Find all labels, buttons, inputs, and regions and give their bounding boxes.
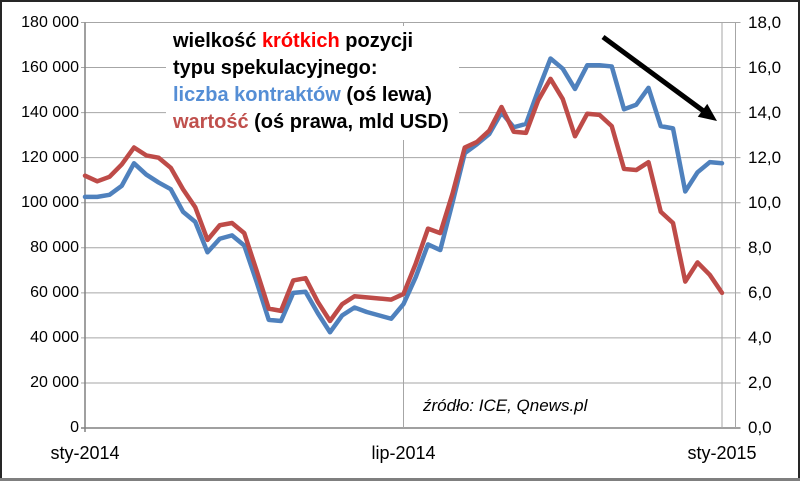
- legend-value-label: wartość: [173, 111, 249, 133]
- annotation-line-3: liczba kontraktów (oś lewa): [173, 82, 449, 109]
- series-line-value: [82, 76, 725, 324]
- series-line-contracts: [82, 56, 725, 335]
- annotation-text: pozycji: [339, 30, 414, 52]
- annotation-text: (oś lewa): [340, 84, 432, 106]
- annotation-line-1: wielkość krótkich pozycji: [173, 28, 449, 55]
- legend-contracts-label: liczba kontraktów: [173, 84, 341, 106]
- trend-arrow-shaft: [601, 34, 711, 118]
- annotation-line-4: wartość (oś prawa, mld USD): [173, 109, 449, 136]
- annotation-highlight-krotkich: krótkich: [261, 30, 340, 52]
- annotation-text: typu spekulacyjnego:: [173, 57, 378, 79]
- source-note: źródło: ICE, Qnews.pl: [423, 396, 588, 415]
- annotation-line-2: typu spekulacyjnego:: [173, 55, 449, 82]
- annotation-text: wielkość: [173, 30, 262, 52]
- chart-annotation: wielkość krótkich pozycji typu spekulacy…: [166, 26, 459, 140]
- annotation-text: (oś prawa, mld USD): [248, 111, 449, 133]
- trend-arrow-head: [697, 103, 717, 121]
